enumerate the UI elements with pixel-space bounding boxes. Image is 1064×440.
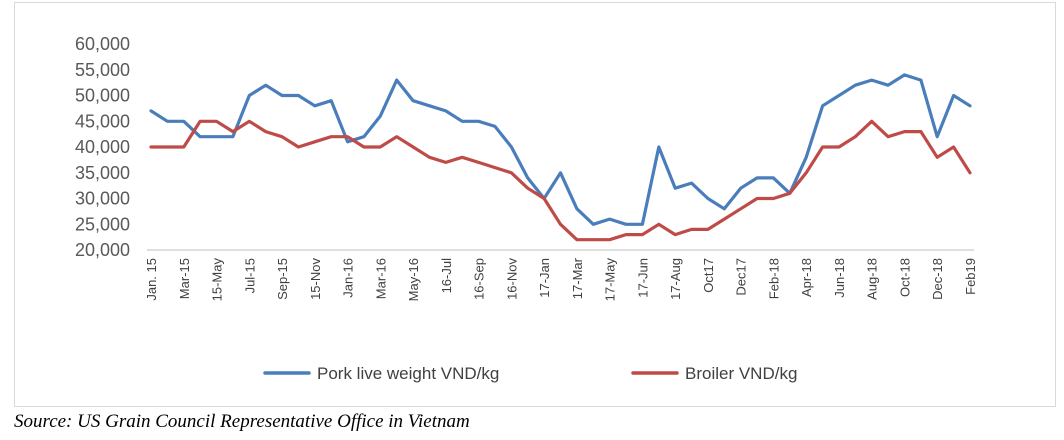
x-tick-label: Oct-18 (897, 258, 912, 297)
x-tick-label: Apr-18 (799, 258, 814, 297)
source-note: Source: US Grain Council Representative … (14, 411, 470, 432)
x-tick-label: Jan-16 (341, 258, 356, 298)
x-tick-label: Jan. 15 (144, 258, 159, 301)
series-lines (149, 73, 972, 242)
x-tick-label: 16-Sep (472, 258, 487, 300)
x-tick-label: 15-Nov (308, 258, 323, 300)
series-line-broiler (149, 119, 972, 242)
x-tick-label: 15-May (210, 258, 225, 302)
legend-label-broiler: Broiler VND/kg (685, 364, 797, 383)
x-tick-label: Feb19 (963, 258, 978, 295)
x-tick-label: Jun-18 (832, 258, 847, 298)
y-tick-label: 60,000 (75, 34, 130, 54)
x-axis: Jan. 15 Mar-15 15-May Jul-15 Sep-15 15-Nov Jan… (144, 249, 978, 302)
x-tick-label: 17-Aug (668, 258, 683, 300)
x-tick-label: 17-Mar (570, 257, 585, 299)
x-tick-label: Dec-18 (930, 258, 945, 300)
y-tick-label: 50,000 (75, 86, 130, 106)
legend-label-pork: Pork live weight VND/kg (317, 364, 499, 383)
x-tick-label: Jul-15 (242, 258, 257, 293)
series-line-pork (149, 73, 972, 226)
y-tick-label: 20,000 (75, 240, 130, 260)
y-tick-label: 40,000 (75, 137, 130, 157)
x-tick-label: 17-Jun (635, 258, 650, 298)
x-tick-label: Mar-16 (373, 258, 388, 299)
x-tick-label: Sep-15 (275, 258, 290, 300)
x-tick-label: Mar-15 (177, 258, 192, 299)
y-tick-label: 45,000 (75, 111, 130, 131)
x-tick-label: Oct17 (701, 258, 716, 293)
x-tick-label: Aug-18 (865, 258, 880, 300)
line-chart: 20,000 25,000 30,000 35,000 40,000 45,000 50,0… (75, 34, 978, 383)
y-axis: 20,000 25,000 30,000 35,000 40,000 45,000 50,0… (75, 34, 130, 260)
x-tick-label: 17-Jan (537, 258, 552, 298)
x-tick-label: Dec17 (734, 258, 749, 296)
x-tick-label: 16-Nov (504, 258, 519, 300)
y-tick-label: 35,000 (75, 163, 130, 183)
chart-frame: 20,000 25,000 30,000 35,000 40,000 45,000 50,0… (14, 2, 1056, 407)
x-tick-label: May-16 (406, 258, 421, 301)
x-tick-label: 17-May (603, 258, 618, 302)
y-tick-label: 30,000 (75, 189, 130, 209)
y-tick-label: 25,000 (75, 214, 130, 234)
x-tick-label: 16-Jul (439, 258, 454, 294)
y-tick-label: 55,000 (75, 60, 130, 80)
legend: Pork live weight VND/kg Broiler VND/kg (263, 364, 797, 383)
x-tick-label: Feb-18 (766, 258, 781, 299)
